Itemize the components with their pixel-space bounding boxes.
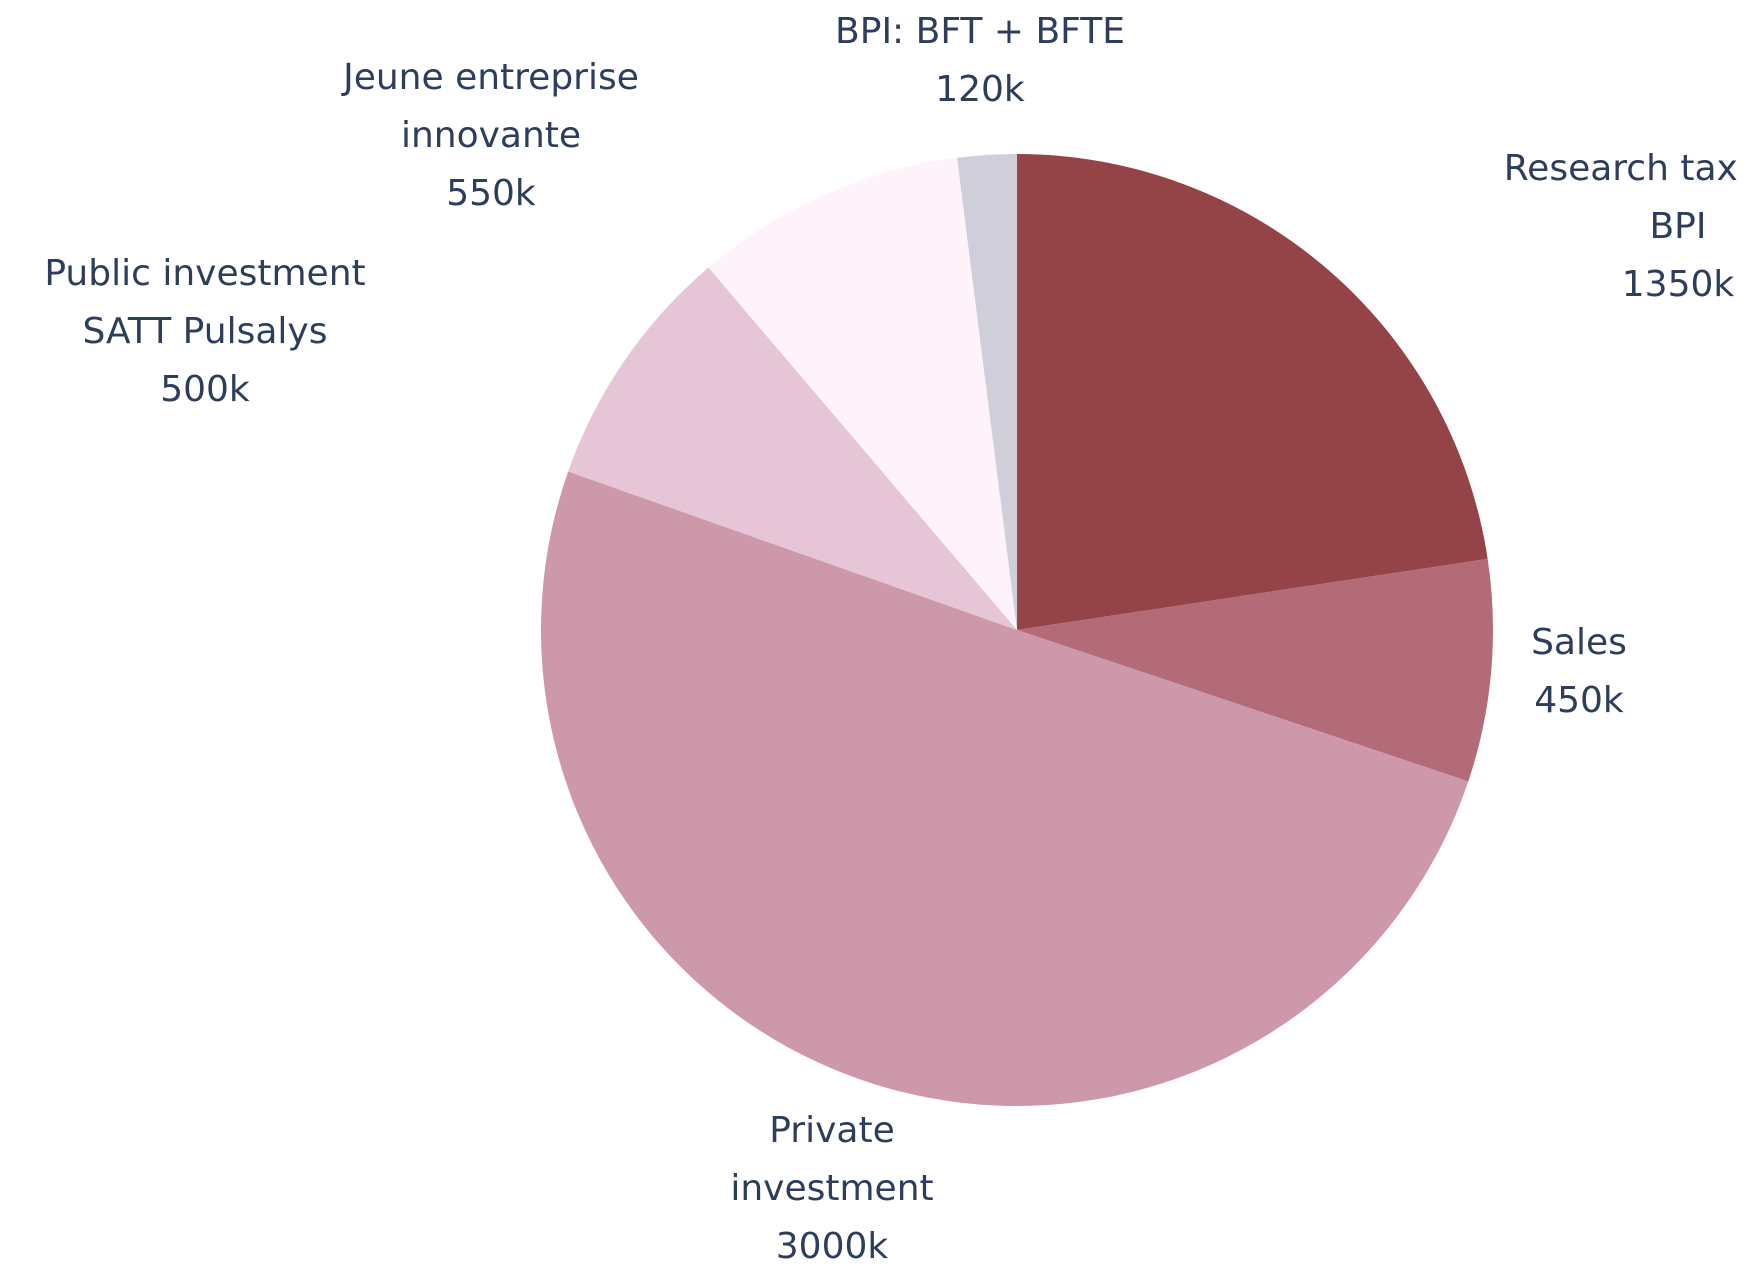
value-label: 450k [1534,680,1624,721]
pie-slice [708,157,1017,630]
slice-label: Private [769,1110,895,1151]
pie-slice [957,154,1017,630]
pie-slice [540,471,1469,1107]
slice-label: SATT Pulsalys [83,311,328,352]
slice-label: Sales [1531,622,1627,663]
value-label: 500k [160,369,250,410]
slice-label: innovante [401,115,581,156]
slice-label: BPI: BFT + BFTE [835,11,1125,52]
slice-label: Public investment [44,253,365,294]
value-label: 120k [935,69,1025,110]
pie-slice [568,267,1017,630]
slice-label: Jeune entreprise [341,57,639,98]
slice-label: Research tax credit [1504,148,1748,189]
slice-label: BPI [1649,206,1706,247]
slice-label: investment [730,1168,933,1209]
value-label: 1350k [1622,264,1735,305]
pie-slice [1017,154,1488,630]
pie-slice [1017,558,1493,782]
value-label: 550k [446,173,536,214]
value-label: 3000k [776,1226,889,1267]
